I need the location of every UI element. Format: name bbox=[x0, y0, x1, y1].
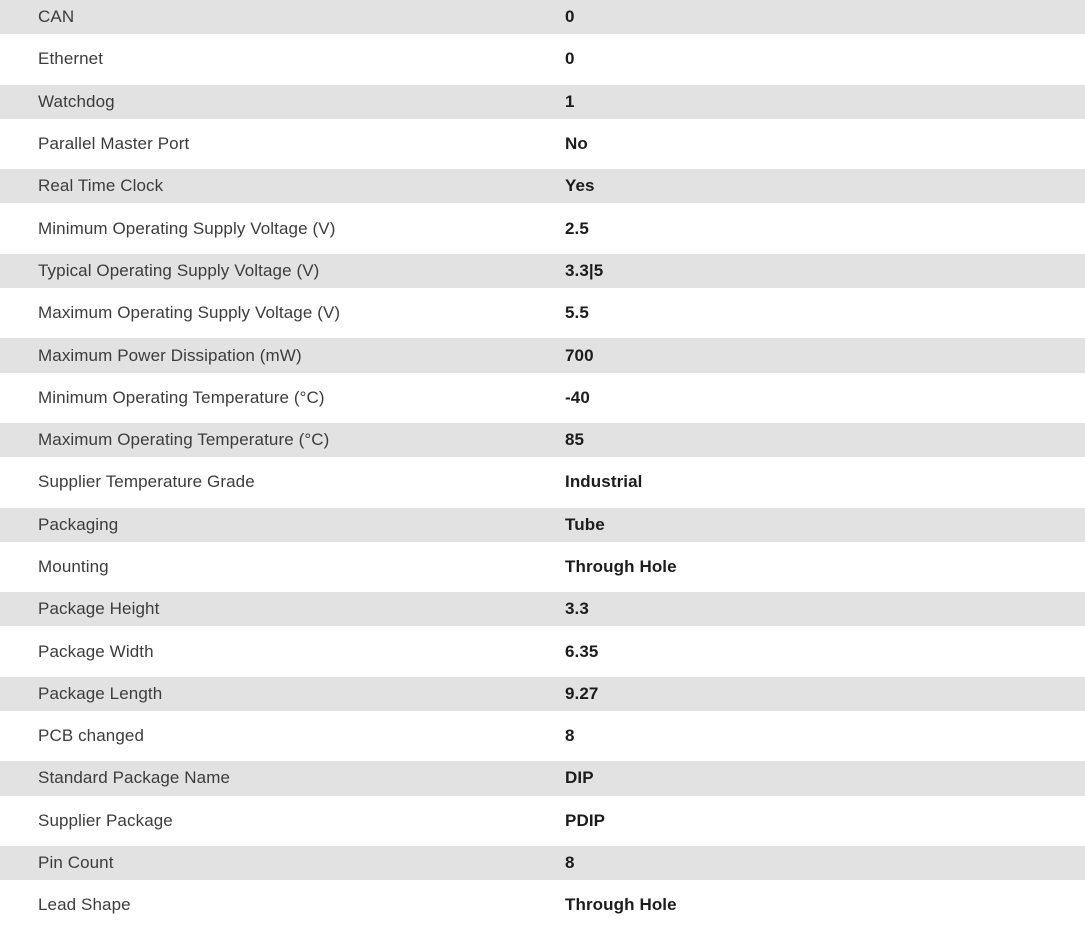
spec-attribute-value: 0 bbox=[565, 7, 575, 27]
spec-attribute-value: 3.3|5 bbox=[565, 260, 604, 280]
spec-row: PCB changed 8 bbox=[0, 719, 1085, 754]
spec-attribute-label: Minimum Operating Supply Voltage (V) bbox=[38, 218, 336, 238]
spec-attribute-value: No bbox=[565, 134, 588, 154]
spec-attribute-label: Ethernet bbox=[38, 49, 104, 69]
spec-attribute-value: PDIP bbox=[565, 810, 606, 830]
spec-row: Lead Shape Through Hole bbox=[0, 888, 1085, 923]
spec-attribute-value: 8 bbox=[565, 726, 575, 746]
spec-row: Ethernet 0 bbox=[0, 42, 1085, 77]
spec-attribute-label: Parallel Master Port bbox=[38, 134, 190, 154]
spec-attribute-value: 5.5 bbox=[565, 303, 589, 323]
spec-attribute-label: Minimum Operating Temperature (°C) bbox=[38, 387, 325, 407]
spec-row: Minimum Operating Temperature (°C) -40 bbox=[0, 380, 1085, 415]
spec-row: Package Length 9.27 bbox=[0, 676, 1085, 712]
spec-row: Pin Count 8 bbox=[0, 845, 1085, 881]
spec-row: CAN 0 bbox=[0, 0, 1085, 35]
spec-row: Maximum Power Dissipation (mW) 700 bbox=[0, 338, 1085, 373]
spec-attribute-label: PCB changed bbox=[38, 726, 145, 746]
spec-attribute-label: Maximum Operating Supply Voltage (V) bbox=[38, 303, 341, 323]
spec-attribute-label: Typical Operating Supply Voltage (V) bbox=[38, 260, 320, 280]
spec-attribute-label: Maximum Power Dissipation (mW) bbox=[38, 345, 302, 365]
spec-row: Typical Operating Supply Voltage (V) 3.3|… bbox=[0, 253, 1085, 289]
spec-attribute-value: Yes bbox=[565, 176, 595, 196]
spec-attribute-label: Real Time Clock bbox=[38, 176, 164, 196]
spec-attribute-value: Industrial bbox=[565, 472, 643, 492]
spec-attribute-label: Supplier Temperature Grade bbox=[38, 472, 255, 492]
spec-attribute-label: Supplier Package bbox=[38, 810, 173, 830]
spec-row: Package Width 6.35 bbox=[0, 634, 1085, 669]
spec-attribute-value: Through Hole bbox=[565, 557, 677, 576]
spec-attribute-value: 9.27 bbox=[565, 683, 599, 703]
spec-row: Maximum Operating Supply Voltage (V) 5.5 bbox=[0, 296, 1085, 331]
spec-attribute-value: 700 bbox=[565, 345, 594, 365]
spec-row: Watchdog 1 bbox=[0, 84, 1085, 119]
spec-attribute-value: 8 bbox=[565, 853, 575, 873]
spec-attribute-value: 1 bbox=[565, 91, 575, 111]
spec-attribute-label: Package Height bbox=[38, 599, 160, 619]
spec-row: Parallel Master Port No bbox=[0, 126, 1085, 162]
spec-attribute-label: Package Width bbox=[38, 641, 154, 661]
spec-row: Packaging Tube bbox=[0, 507, 1085, 542]
spec-row: Mounting Through Hole bbox=[0, 549, 1085, 585]
spec-row: Package Height 3.3 bbox=[0, 592, 1085, 627]
spec-row: Maximum Operating Temperature (°C) 85 bbox=[0, 422, 1085, 458]
spec-attribute-value: 0 bbox=[565, 49, 575, 69]
spec-attribute-label: Watchdog bbox=[38, 91, 115, 111]
spec-attribute-value: 2.5 bbox=[565, 218, 589, 238]
spec-row: Supplier Temperature Grade Industrial bbox=[0, 465, 1085, 500]
spec-row: Supplier Package PDIP bbox=[0, 803, 1085, 838]
spec-row: Minimum Operating Supply Voltage (V) 2.5 bbox=[0, 211, 1085, 246]
spec-attribute-label: Standard Package Name bbox=[38, 768, 231, 788]
spec-attribute-value: Through Hole bbox=[565, 895, 677, 915]
spec-attribute-value: 85 bbox=[565, 430, 585, 450]
spec-attribute-label: Pin Count bbox=[38, 853, 114, 873]
spec-attribute-label: Mounting bbox=[38, 557, 109, 576]
spec-attribute-label: Maximum Operating Temperature (°C) bbox=[38, 430, 330, 450]
spec-attribute-label: Lead Shape bbox=[38, 895, 131, 915]
spec-attribute-label: Package Length bbox=[38, 683, 163, 703]
spec-row: Real Time Clock Yes bbox=[0, 169, 1085, 204]
spec-row: Standard Package Name DIP bbox=[0, 761, 1085, 796]
spec-attribute-label: CAN bbox=[38, 7, 75, 27]
spec-attribute-value: Tube bbox=[565, 514, 605, 534]
spec-attribute-value: 6.35 bbox=[565, 641, 599, 661]
spec-attribute-value: 3.3 bbox=[565, 599, 589, 619]
spec-attribute-label: Packaging bbox=[38, 514, 119, 534]
spec-attribute-value: -40 bbox=[565, 387, 590, 407]
spec-attribute-value: DIP bbox=[565, 768, 594, 788]
